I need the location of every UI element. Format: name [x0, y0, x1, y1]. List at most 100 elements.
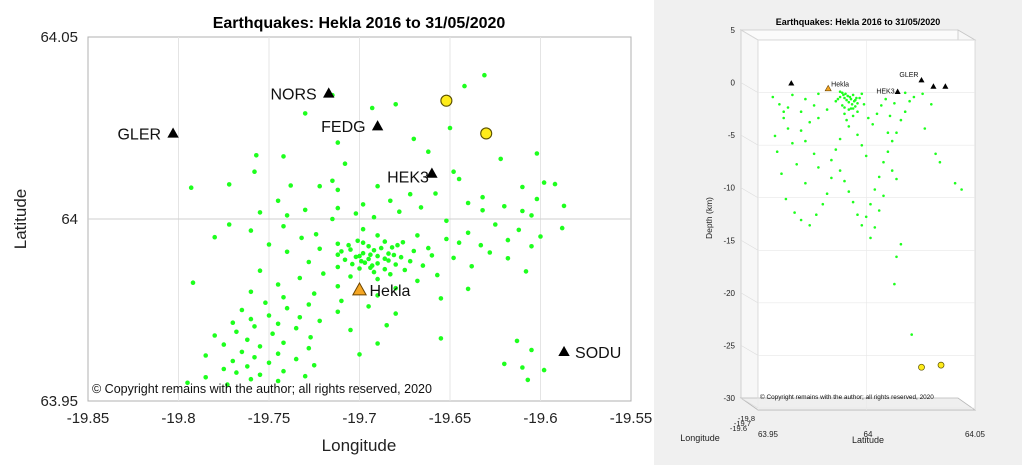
depth-grid-line-side [740, 134, 759, 146]
event-point [257, 210, 263, 215]
event-point [330, 178, 335, 184]
map-events [185, 72, 567, 387]
event-point [335, 309, 341, 315]
event-point [438, 296, 444, 301]
event-point [514, 338, 520, 344]
depth-y-tick-label: -5 [728, 131, 736, 140]
event-point [375, 276, 380, 282]
event-point [451, 169, 456, 174]
depth-grid-line-side [740, 240, 759, 251]
event-point [523, 269, 529, 274]
depth-z-tick-label: -19.7 [734, 419, 751, 428]
event-point [559, 225, 565, 231]
event-point [480, 208, 485, 213]
event-point [360, 226, 366, 232]
event-point [252, 355, 257, 360]
depth-event-point [846, 94, 849, 98]
depth-copyright: © Copyright remains with the author; all… [760, 393, 934, 401]
event-point [444, 218, 449, 224]
event-point [335, 140, 341, 145]
event-point [371, 269, 377, 275]
map-chart: -19.85 -19.8 -19.75 -19.7 -19.65 -19.6 -19.55 6… [11, 15, 652, 455]
event-point [270, 331, 275, 337]
event-point [388, 198, 393, 204]
map-copyright: © Copyright remains with the author; all… [92, 382, 432, 396]
event-point [447, 125, 453, 131]
event-point [335, 187, 341, 193]
depth-event-point [799, 129, 803, 132]
depth-event-point [782, 116, 785, 120]
event-point [339, 298, 344, 304]
depth-event-point [815, 213, 818, 216]
event-point [487, 250, 493, 255]
depth-chart: 5 0 -5 -10 -15 -20 -25 -30 63.95 64 64.05 -19.8-19.… [654, 0, 1022, 465]
event-point [516, 227, 522, 233]
event-point [293, 356, 299, 362]
event-point [371, 248, 377, 253]
event-point [444, 236, 449, 242]
depth-event-point [834, 148, 838, 151]
depth-event-point [908, 99, 911, 103]
depth-event-point [864, 215, 868, 219]
depth-event-point [843, 112, 846, 116]
event-point [266, 313, 272, 318]
depth-events [771, 90, 963, 336]
depth-event-point [847, 108, 851, 111]
event-point [415, 278, 420, 284]
map-x-tick-label: -19.8 [161, 410, 195, 427]
event-point [275, 198, 281, 204]
depth-large-events [918, 361, 945, 371]
depth-large-event-point [918, 363, 925, 371]
depth-event-point [849, 97, 853, 101]
event-point [306, 302, 312, 307]
event-point [520, 208, 525, 214]
event-point [221, 342, 227, 347]
event-point [402, 267, 408, 273]
event-point [357, 352, 362, 357]
depth-station-label: GLER [899, 72, 918, 79]
depth-event-point [880, 104, 883, 107]
depth-event-point [812, 104, 816, 107]
event-point [348, 327, 353, 333]
event-point [308, 335, 313, 340]
event-point [520, 184, 525, 190]
depth-event-point [812, 152, 816, 156]
event-point [248, 376, 254, 382]
event-point [382, 266, 388, 272]
event-point [306, 259, 312, 265]
event-point [397, 209, 402, 214]
depth-event-point [842, 93, 845, 97]
event-point [212, 333, 217, 338]
depth-event-point [830, 176, 833, 180]
event-point [248, 316, 254, 322]
depth-grid-line-side [740, 292, 759, 304]
depth-y-tick-label: 5 [731, 26, 736, 35]
event-point [529, 213, 534, 218]
event-point [297, 275, 303, 281]
depth-event-point [960, 188, 963, 191]
depth-y-tick-label: -15 [723, 236, 735, 245]
depth-station-label: HEK3 [876, 89, 894, 96]
event-point [257, 268, 263, 274]
event-point [375, 293, 380, 298]
event-point [355, 238, 361, 244]
event-point [534, 151, 540, 156]
depth-event-point [877, 209, 881, 212]
map-x-tick-label: -19.55 [610, 410, 653, 427]
depth-station-marker [788, 80, 795, 86]
event-point [529, 244, 534, 249]
depth-event-point [836, 97, 840, 101]
depth-event-point [860, 92, 864, 96]
depth-event-point [864, 154, 868, 158]
depth-stations: Hekla HEK3 GLER [788, 72, 949, 96]
depth-event-point [930, 103, 933, 106]
event-point [299, 235, 304, 241]
event-point [391, 252, 397, 258]
event-point [359, 258, 364, 264]
depth-event-point [851, 93, 855, 97]
depth-event-point [860, 144, 864, 147]
depth-z-axis-label: Longitude [680, 433, 720, 443]
depth-event-point [784, 197, 788, 201]
map-x-tick-label: -19.65 [429, 410, 472, 427]
depth-station-marker [824, 84, 832, 92]
